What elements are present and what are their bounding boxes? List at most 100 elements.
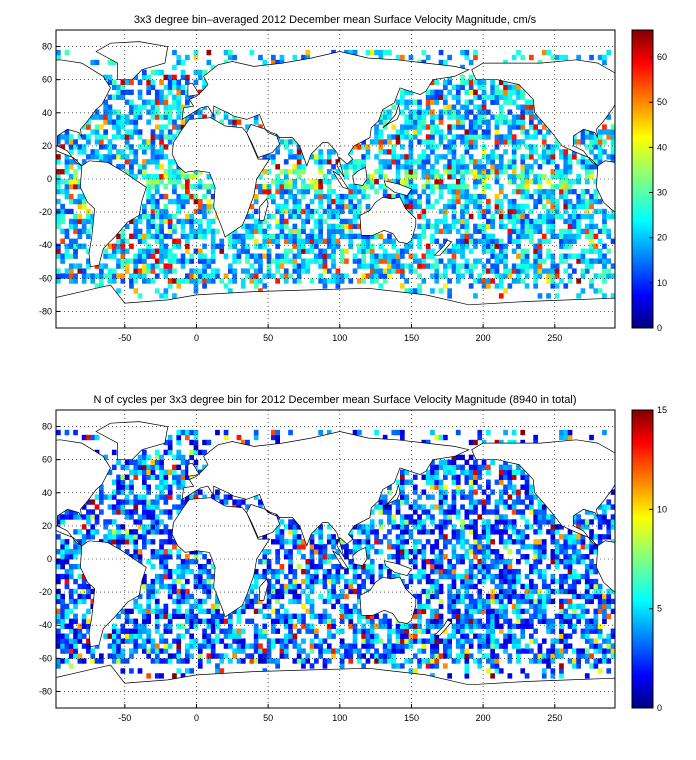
heat-cell [576,573,581,580]
heat-cell [550,263,556,269]
heat-cell [597,658,603,664]
heat-cell [507,568,513,575]
heat-cell [73,278,78,284]
landmass [56,284,615,328]
heat-cell [331,603,336,610]
heat-cell [529,218,534,225]
heat-cell [520,529,526,535]
heat-cell [524,504,530,510]
heat-cell [163,628,169,634]
heat-cell [322,638,328,644]
heat-cell [455,89,461,95]
heat-cell [606,648,612,654]
heat-cell [348,643,354,649]
heat-cell [412,653,418,659]
heat-cell [606,213,612,220]
heat-cell [481,608,487,615]
heat-cell [146,268,151,274]
heat-cell [425,593,431,600]
heat-cell [589,203,594,210]
heat-cell [408,109,414,115]
heat-cell [451,193,457,200]
heat-cell [81,159,87,165]
heat-cell [464,99,470,105]
heat-cell [498,248,504,254]
heat-cell [382,268,388,274]
heat-cell [167,514,173,520]
heat-cell [464,554,470,560]
heat-cell [90,149,96,155]
heat-cell [589,193,594,200]
heat-cell [64,608,70,615]
heat-cell [572,613,577,619]
heat-cell [210,613,216,619]
heat-cell [550,534,556,540]
heat-cell [64,643,70,649]
heat-cell [572,539,577,545]
heat-cell [430,514,435,520]
heat-cell [584,213,590,220]
heat-cell [550,273,556,279]
heat-cell [408,504,414,510]
heat-cell [546,129,551,135]
heat-cell [559,578,564,585]
heat-cell [546,149,551,155]
heat-cell [197,663,203,669]
heat-cell [451,573,457,580]
heat-cell [275,613,280,619]
heat-cell [288,193,293,200]
heat-cell [120,243,126,249]
heat-cell [430,549,435,555]
heat-cell [159,563,164,570]
heat-cell [189,114,194,120]
heat-cell [172,673,177,679]
heat-cell [228,623,233,629]
heat-cell [240,608,246,615]
heat-cell [189,223,194,230]
heat-cell [154,573,160,580]
heat-cell [266,603,272,610]
heat-cell [572,213,577,220]
heat-cell [68,648,74,654]
heat-cell [481,489,487,495]
heat-cell [425,529,431,535]
heat-cell [529,109,534,115]
heat-cell [236,648,242,654]
heat-cell [318,193,323,200]
heat-cell [111,489,117,495]
heat-cell [283,258,289,264]
heat-cell [352,578,358,585]
heat-cell [468,193,474,200]
heat-cell [271,539,276,545]
heat-cell [193,283,199,289]
heat-cell [129,668,134,674]
heat-cell [473,94,478,100]
heat-cell [137,104,143,110]
heat-cell [503,288,508,294]
heat-cell [120,238,126,244]
heat-cell [339,588,345,595]
heat-cell [129,169,134,175]
heat-cell [408,633,414,639]
heat-cell [507,119,513,125]
heat-cell [464,54,470,61]
heat-cell [417,578,422,585]
heat-cell [421,228,427,235]
heat-cell [275,278,280,284]
heat-cell [447,258,452,264]
heat-cell [572,268,577,274]
heat-cell [584,519,590,525]
heat-cell [120,524,126,530]
heat-cell [292,598,298,605]
heat-cell [400,268,405,274]
heat-cell [176,494,182,500]
heat-cell [146,583,151,590]
heat-cell [498,534,504,540]
heat-cell [494,144,500,150]
heat-cell [537,524,543,530]
heat-cell [425,203,431,210]
heat-cell [412,114,418,120]
heat-cell [434,169,440,175]
heat-cell [369,519,375,525]
heat-cell [477,228,483,235]
